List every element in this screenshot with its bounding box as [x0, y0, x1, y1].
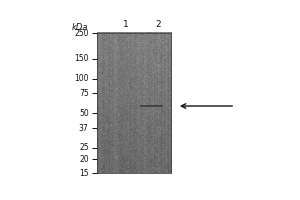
Text: 50: 50 — [79, 109, 89, 118]
Text: 37: 37 — [79, 124, 89, 133]
Text: 1: 1 — [123, 20, 129, 29]
Text: 250: 250 — [74, 29, 89, 38]
Text: 20: 20 — [79, 155, 89, 164]
Text: 25: 25 — [79, 143, 89, 152]
Text: 15: 15 — [79, 169, 89, 178]
Text: 100: 100 — [74, 74, 89, 83]
Text: 150: 150 — [74, 54, 89, 63]
Text: kDa: kDa — [72, 23, 89, 32]
Text: 2: 2 — [156, 20, 161, 29]
Text: 75: 75 — [79, 89, 89, 98]
Bar — [97, 33, 171, 173]
Bar — [140, 105, 163, 107]
